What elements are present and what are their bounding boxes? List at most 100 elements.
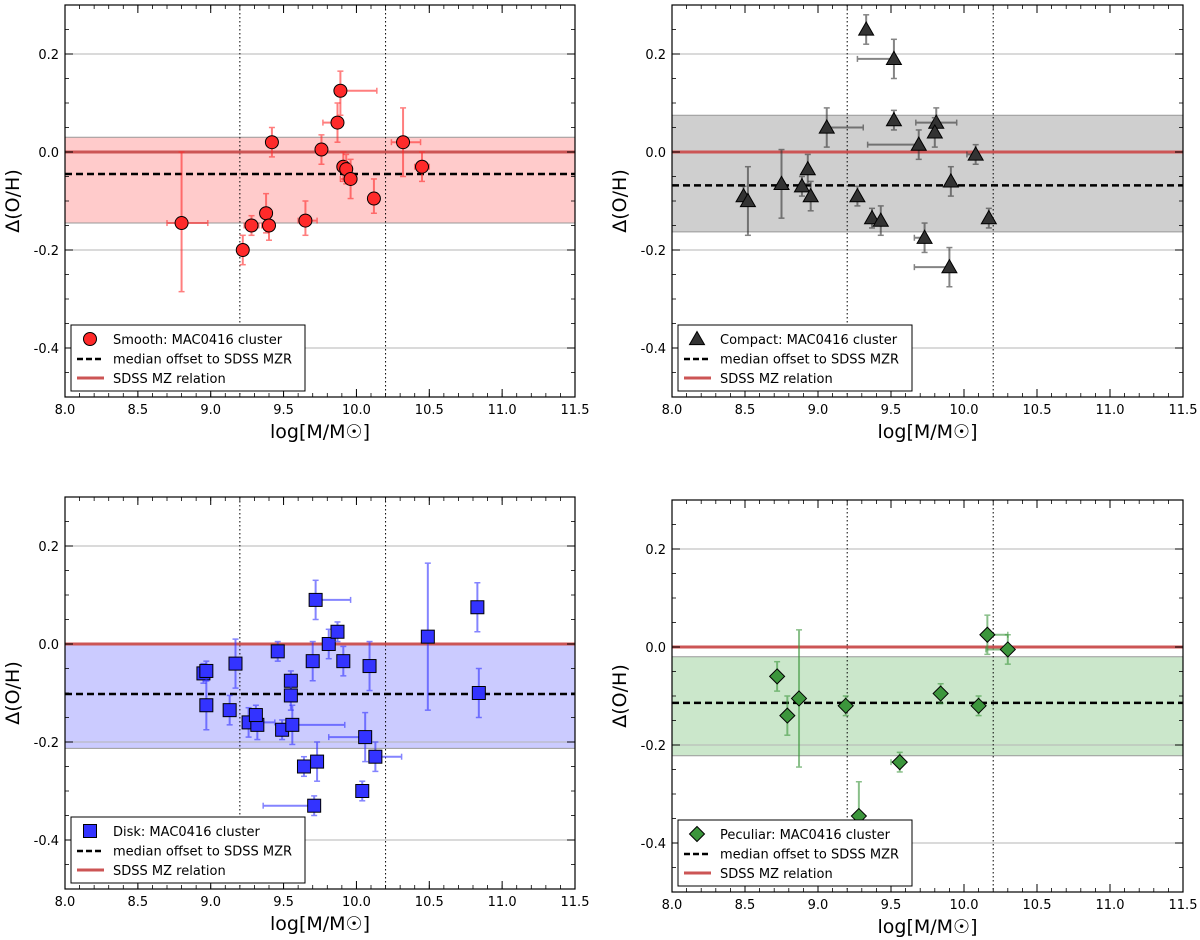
data-point <box>270 644 285 659</box>
data-point <box>857 20 875 36</box>
data-point <box>739 192 757 208</box>
legend-box <box>677 819 913 887</box>
legend: Compact: MAC0416 cluster median offset to… <box>677 324 913 392</box>
data-point <box>248 708 263 723</box>
data-point <box>296 759 311 774</box>
y-axis-label: Δ(O/H) <box>609 664 631 727</box>
legend-box <box>70 816 306 884</box>
data-point <box>368 749 383 764</box>
x-tick-label: 8.0 <box>662 898 683 913</box>
x-tick-label: 10.0 <box>950 898 979 913</box>
legend: Disk: MAC0416 cluster median offset to SD… <box>70 816 306 884</box>
x-tick-label: 8.0 <box>55 403 76 418</box>
legend-label: SDSS MZ relation <box>113 372 226 387</box>
x-tick-label: 9.0 <box>808 898 829 913</box>
data-point <box>420 629 435 644</box>
y-tick-label: 0.0 <box>645 146 666 161</box>
data-point <box>872 212 890 227</box>
x-axis-label: log[M/M☉] <box>270 421 370 443</box>
y-axis-label: Δ(O/H) <box>609 169 631 232</box>
data-point <box>926 123 944 139</box>
x-tick-label: 8.5 <box>128 895 149 910</box>
y-tick-label: 0.2 <box>38 540 59 555</box>
data-point <box>330 115 345 130</box>
data-point <box>362 659 377 674</box>
data-point <box>228 656 243 671</box>
legend-marker <box>83 824 97 838</box>
x-tick-label: 11.0 <box>1096 898 1125 913</box>
data-point <box>885 50 903 66</box>
x-tick-label: 10.5 <box>1023 898 1052 913</box>
data-point <box>910 136 928 151</box>
y-tick-label: 0.0 <box>38 638 59 653</box>
data-point <box>941 258 958 274</box>
x-tick-label: 9.5 <box>273 895 294 910</box>
y-axis-label: Δ(O/H) <box>2 661 24 724</box>
x-tick-label: 11.5 <box>561 403 590 418</box>
scatter-band <box>672 115 1183 232</box>
legend-box <box>70 324 306 392</box>
legend-label: Peculiar: MAC0416 cluster <box>720 828 891 843</box>
x-tick-label: 11.0 <box>1096 403 1125 418</box>
legend-label: Compact: MAC0416 cluster <box>720 333 898 348</box>
panel-bottom-right: 8.0 8.5 9.0 9.5 10.0 10.5 11.0 11.5 0.2 0.0 -0.2 -0… <box>609 499 1198 938</box>
y-tick-label: -0.2 <box>34 244 59 259</box>
data-point <box>314 142 329 157</box>
data-point <box>773 175 790 190</box>
x-axis-label: log[M/M☉] <box>877 916 977 938</box>
data-point <box>396 135 411 150</box>
data-point <box>355 784 370 798</box>
legend-label: SDSS MZ relation <box>720 372 833 387</box>
data-point <box>768 668 786 685</box>
data-point <box>222 703 237 718</box>
data-point <box>980 209 998 225</box>
x-tick-label: 11.0 <box>488 895 517 910</box>
data-point <box>244 218 259 233</box>
data-point <box>979 626 996 643</box>
data-point <box>358 730 373 745</box>
x-tick-label: 11.0 <box>488 403 517 418</box>
data-point <box>799 160 817 176</box>
legend-label: median offset to SDSS MZR <box>113 845 292 860</box>
data-point <box>283 688 298 703</box>
x-tick-label: 10.5 <box>1023 403 1052 418</box>
data-point <box>259 206 274 221</box>
data-point <box>343 171 358 186</box>
y-tick-label: 0.2 <box>38 48 59 63</box>
data-point <box>970 697 987 715</box>
data-point <box>285 717 300 732</box>
x-axis-label: log[M/M☉] <box>270 913 370 935</box>
panel-top-right: 8.0 8.5 9.0 9.5 10.0 10.5 11.0 11.5 0.2 0.0 -0.2 -0… <box>609 4 1197 443</box>
data-point <box>471 686 486 700</box>
x-tick-label: 11.5 <box>1169 898 1198 913</box>
legend-label: SDSS MZ relation <box>113 864 226 879</box>
legend-label: median offset to SDSS MZR <box>720 353 899 368</box>
data-point <box>999 641 1017 658</box>
data-point <box>837 697 854 715</box>
data-point <box>199 663 214 678</box>
x-tick-label: 9.0 <box>200 895 221 910</box>
data-points <box>166 70 431 293</box>
data-point <box>262 218 276 233</box>
data-point <box>885 111 903 127</box>
data-point <box>333 83 348 98</box>
x-axis-label: log[M/M☉] <box>877 421 977 443</box>
scatter-band <box>65 644 575 749</box>
legend-box <box>677 324 913 392</box>
data-point <box>802 187 820 203</box>
data-point <box>849 187 866 203</box>
y-tick-label: -0.4 <box>34 834 59 849</box>
data-point <box>307 798 322 813</box>
data-point <box>891 753 908 771</box>
y-tick-label: 0.0 <box>38 146 59 161</box>
data-point <box>298 213 313 228</box>
legend-label: Smooth: MAC0416 cluster <box>113 333 283 348</box>
data-point <box>235 243 250 257</box>
data-point <box>415 159 429 174</box>
data-point <box>308 592 323 607</box>
x-tick-label: 11.5 <box>561 895 590 910</box>
x-tick-label: 9.5 <box>273 403 294 418</box>
panel-bottom-left: 8.0 8.5 9.0 9.5 10.0 10.5 11.0 11.5 0.2 0.0 -0.2 -0… <box>2 496 590 935</box>
y-tick-label: -0.4 <box>34 342 59 357</box>
